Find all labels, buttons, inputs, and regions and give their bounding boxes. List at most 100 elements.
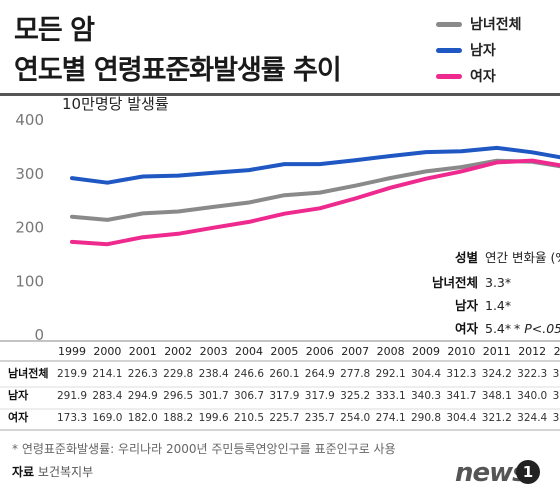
table-cell: 341.7 <box>446 390 476 402</box>
table-cell: 290.8 <box>411 412 441 424</box>
table-cell: 169.0 <box>92 412 122 424</box>
data-point <box>282 193 286 197</box>
table-cell: 254.0 <box>340 412 370 424</box>
table-row-label: 남자 <box>8 388 29 402</box>
data-point <box>459 169 463 173</box>
line-chart: 10만명당 발생률 0 100 200 300 400 성별 연간 변화율 (%) 남녀전체… <box>0 95 560 431</box>
x-tick-label: 2007 <box>341 345 369 358</box>
data-point <box>141 235 145 239</box>
table-cell: 296.5 <box>163 390 193 402</box>
header-divider <box>0 93 560 96</box>
data-point <box>495 146 499 150</box>
table-row-label: 남녀전체 <box>8 366 48 380</box>
x-tick-label: 2001 <box>129 345 157 358</box>
table-cell: 340.3 <box>411 390 441 402</box>
legend-swatch-female <box>436 74 462 79</box>
table-cell: 274.1 <box>376 412 406 424</box>
data-point <box>212 171 216 175</box>
data-point <box>530 159 534 163</box>
y-tick-label: 0 <box>34 326 44 344</box>
significance-note: * P<.05 <box>514 321 560 336</box>
table-cell: 304.4 <box>446 412 476 424</box>
x-tick-label: 2013 <box>554 345 560 358</box>
data-point <box>353 196 357 200</box>
legend-item-male: 남자 <box>436 40 496 60</box>
table-cell: 210.5 <box>234 412 264 424</box>
table-cell: 238.4 <box>199 368 229 380</box>
data-point <box>353 184 357 188</box>
data-point <box>389 186 393 190</box>
data-point <box>212 226 216 230</box>
y-axis: 0 100 200 300 400 <box>15 111 44 344</box>
x-tick-label: 2003 <box>200 345 228 358</box>
annotation-row-value: 3.3* <box>485 275 511 290</box>
data-point <box>459 149 463 153</box>
table-cell: 188.2 <box>163 412 193 424</box>
data-point <box>141 211 145 215</box>
data-point <box>176 209 180 213</box>
x-tick-label: 2008 <box>377 345 405 358</box>
data-point <box>105 242 109 246</box>
data-point <box>318 206 322 210</box>
table-cell: 322.3 <box>517 368 547 380</box>
news1-logo-mark: 1 <box>516 460 540 484</box>
y-tick-label: 400 <box>15 111 44 129</box>
table-cell: 173.3 <box>57 412 87 424</box>
source-value: 보건복지부 <box>37 465 94 479</box>
table-cell: 306.7 <box>234 390 264 402</box>
table-cell: 291.9 <box>57 390 87 402</box>
series-lines <box>70 145 560 247</box>
annotation-header-left: 성별 <box>455 250 478 265</box>
x-tick-label: 2006 <box>306 345 334 358</box>
data-point <box>105 218 109 222</box>
table-cell: 182.0 <box>128 412 158 424</box>
table-cell: 325.2 <box>340 390 370 402</box>
table-cell: 312.3 <box>446 368 476 380</box>
data-point <box>424 169 428 173</box>
data-point <box>70 176 74 180</box>
y-tick-label: 300 <box>15 165 44 183</box>
data-point <box>176 232 180 236</box>
table-cell: 324.4 <box>517 412 547 424</box>
y-tick-label: 100 <box>15 272 44 290</box>
data-point <box>424 177 428 181</box>
data-point <box>530 150 534 154</box>
data-point <box>318 191 322 195</box>
table-cell: 225.7 <box>269 412 299 424</box>
table-cell: 328.1 <box>553 390 560 402</box>
series-line-total <box>70 158 560 222</box>
annotation-header-right: 연간 변화율 (%) <box>485 250 560 265</box>
table-cell: 317.9 <box>269 390 299 402</box>
table-cell: 301.7 <box>199 390 229 402</box>
table-cell: 313.4 <box>553 412 560 424</box>
data-point <box>459 165 463 169</box>
x-tick-label: 1999 <box>58 345 86 358</box>
legend-item-total: 남녀전체 <box>436 14 522 34</box>
data-point <box>282 212 286 216</box>
x-tick-label: 2009 <box>412 345 440 358</box>
source-line: 자료 보건복지부 <box>12 463 93 480</box>
annotation-row-value: 1.4* <box>485 298 511 313</box>
legend-label-total: 남녀전체 <box>470 17 522 33</box>
y-tick-label: 200 <box>15 219 44 237</box>
data-point <box>105 181 109 185</box>
data-point <box>247 200 251 204</box>
table-cell: 277.8 <box>340 368 370 380</box>
table-cell: 199.6 <box>199 412 229 424</box>
table-cell: 321.2 <box>482 412 512 424</box>
data-point <box>318 162 322 166</box>
legend-item-female: 여자 <box>436 66 496 86</box>
table-cell: 214.1 <box>92 368 122 380</box>
legend-label-male: 남자 <box>470 43 496 59</box>
x-tick-label: 2000 <box>93 345 121 358</box>
data-point <box>70 215 74 219</box>
table-cell: 229.8 <box>163 368 193 380</box>
data-point <box>176 174 180 178</box>
data-point <box>495 160 499 164</box>
data-point <box>353 158 357 162</box>
x-tick-label: 2002 <box>164 345 192 358</box>
legend-swatch-total <box>436 22 462 27</box>
data-point <box>247 168 251 172</box>
annotation-row-label: 남녀전체 <box>432 275 478 290</box>
data-table: 남녀전체 219.9 214.1 226.3 229.8 238.4 246.6 260.1 2… <box>0 360 560 431</box>
